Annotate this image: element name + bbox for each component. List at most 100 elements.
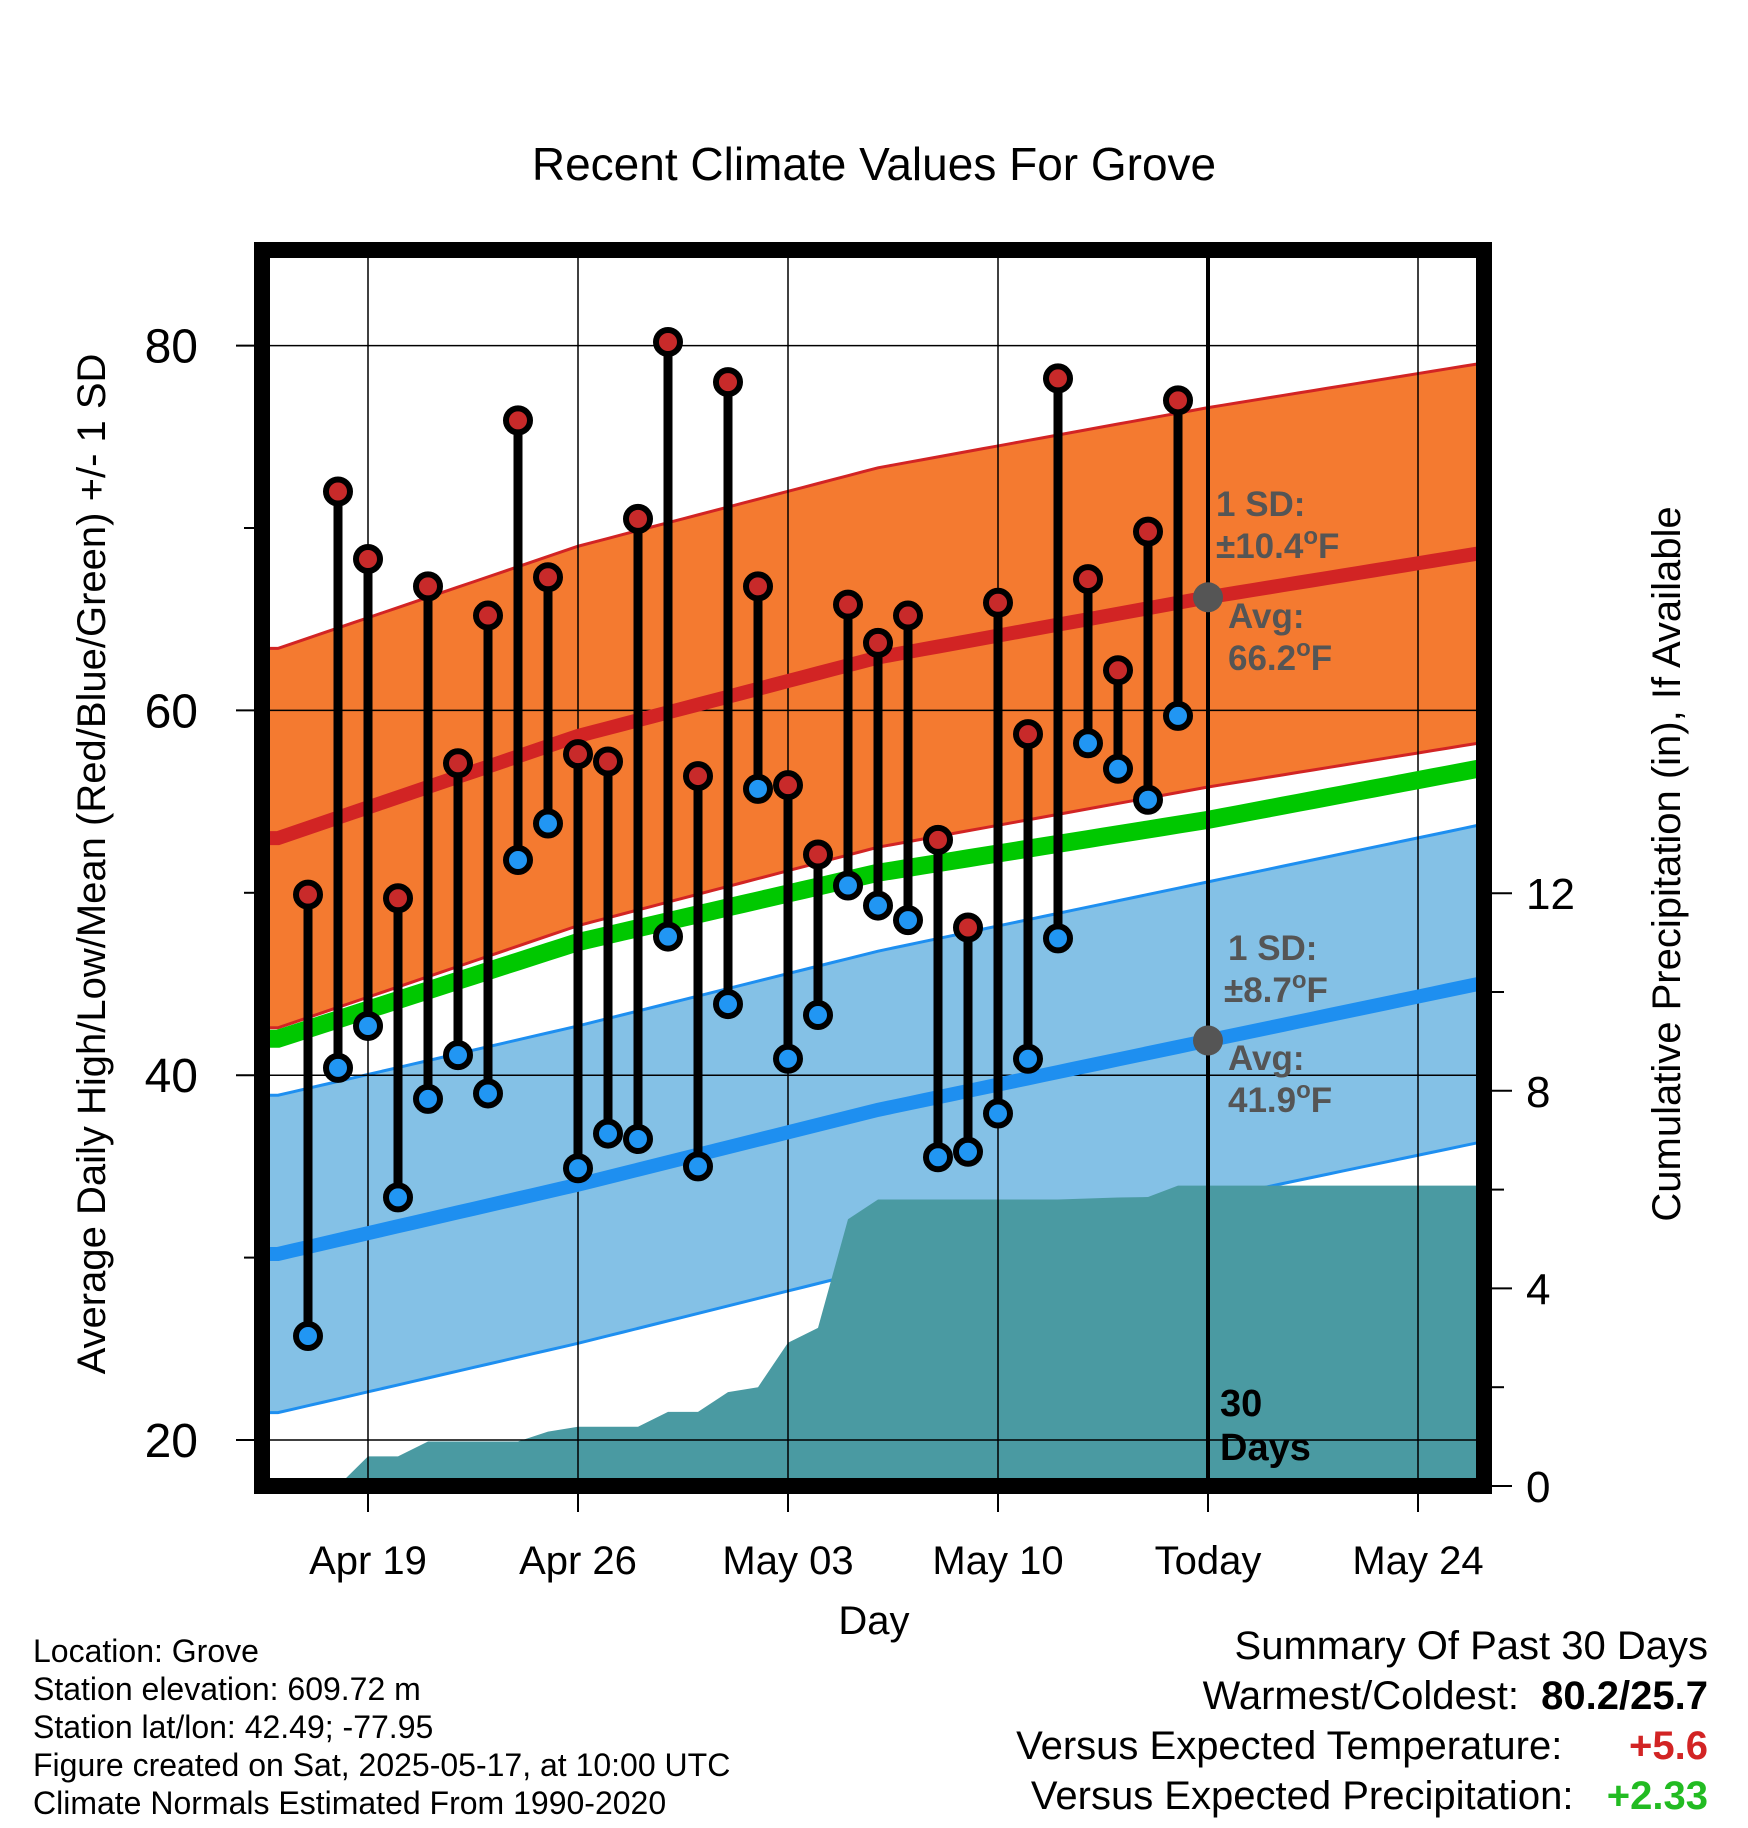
daily-high-point: [1043, 363, 1073, 394]
daily-high-point: [593, 746, 623, 777]
daily-high-point: [293, 879, 323, 910]
daily-low-point: [923, 1142, 953, 1173]
daily-low-point: [353, 1010, 383, 1041]
daily-high-point: [833, 589, 863, 620]
low-avg-label: Avg:: [1228, 1039, 1304, 1078]
warm-cold-label: Warmest/Coldest:: [1202, 1674, 1519, 1718]
daily-low-point: [803, 1000, 833, 1031]
daily-high-point: [983, 587, 1013, 618]
low-sd-label: 1 SD:: [1228, 929, 1317, 968]
summary-temp: Versus Expected Temperature: +5.6: [1016, 1721, 1708, 1771]
daily-low-point: [293, 1321, 323, 1352]
daily-high-point: [383, 883, 413, 914]
temp-anomaly-value: +5.6: [1629, 1724, 1708, 1768]
high-sd-label: 1 SD:: [1216, 485, 1305, 524]
summary-panel: Summary Of Past 30 Days Warmest/Coldest:…: [1016, 1621, 1708, 1821]
daily-low-point: [893, 905, 923, 936]
daily-low-point: [683, 1151, 713, 1182]
daily-low-point: [953, 1136, 983, 1167]
summary-precip: Versus Expected Precipitation: +2.33: [1016, 1771, 1708, 1821]
daily-low-point: [383, 1182, 413, 1213]
daily-low-point: [593, 1118, 623, 1149]
y-right-tick-label: 4: [1526, 1265, 1550, 1314]
precip-anomaly-value: +2.33: [1606, 1774, 1708, 1818]
daily-low-point: [623, 1124, 653, 1155]
daily-low-point: [413, 1083, 443, 1114]
daily-low-point: [653, 921, 683, 952]
low-avg-value: 41.9oF: [1228, 1077, 1332, 1120]
temp-label: Versus Expected Temperature:: [1016, 1724, 1563, 1768]
daily-high-point: [683, 761, 713, 792]
daily-low-point: [563, 1153, 593, 1184]
low-avg-today-dot: [1193, 1025, 1223, 1056]
high-sd-value: ±10.4oF: [1216, 523, 1339, 566]
daily-high-point: [1013, 719, 1043, 750]
low-sd-value: ±8.7oF: [1224, 967, 1328, 1010]
y-left-tick-label: 40: [145, 1050, 198, 1103]
daily-high-point: [1163, 385, 1193, 416]
daily-low-point: [743, 773, 773, 804]
daily-high-point: [563, 739, 593, 770]
precip-label: Versus Expected Precipitation:: [1030, 1774, 1574, 1818]
y-axis-left-label: Average Daily High/Low/Mean (Red/Blue/Gr…: [70, 354, 114, 1375]
daily-low-point: [323, 1052, 353, 1083]
x-tick-label: Today: [1155, 1539, 1262, 1583]
daily-high-point: [743, 571, 773, 602]
daily-low-point: [833, 870, 863, 901]
daily-high-point: [1133, 516, 1163, 547]
y-left-tick-label: 20: [145, 1415, 198, 1468]
daily-high-point: [893, 600, 923, 631]
daily-low-point: [1073, 728, 1103, 759]
daily-high-point: [653, 326, 683, 357]
daily-low-point: [1133, 784, 1163, 815]
daily-low-point: [773, 1043, 803, 1074]
daily-high-point: [773, 770, 803, 801]
high-avg-label: Avg:: [1228, 597, 1304, 636]
y-right-tick-label: 0: [1526, 1463, 1550, 1512]
daily-high-point: [323, 476, 353, 507]
daily-high-point: [713, 367, 743, 398]
daily-low-point: [503, 844, 533, 875]
x-tick-label: May 10: [932, 1539, 1063, 1583]
daily-low-point: [1043, 923, 1073, 954]
summary-warm-cold: Warmest/Coldest: 80.2/25.7: [1016, 1671, 1708, 1721]
cumulative-precip-area: [308, 1185, 1484, 1486]
x-tick-label: May 24: [1352, 1539, 1483, 1583]
elevation-text: Station elevation: 609.72 m: [33, 1671, 421, 1707]
daily-high-point: [1073, 564, 1103, 595]
low-normal-line: [262, 977, 1484, 1261]
daily-high-point: [923, 824, 953, 855]
plot-frame: [254, 242, 1492, 1494]
chart-title: Recent Climate Values For Grove: [532, 138, 1216, 190]
high-avg-today-dot: [1193, 582, 1223, 613]
daily-low-point: [473, 1078, 503, 1109]
location-text: Location: Grove: [33, 1633, 259, 1669]
daily-low-point: [1163, 700, 1193, 731]
x-tick-label: Apr 26: [519, 1539, 637, 1583]
y-right-tick-label: 8: [1526, 1068, 1550, 1117]
y-axis-right-label: Cumulative Precipitation (in), If Availa…: [1645, 506, 1689, 1221]
x-tick-label: May 03: [722, 1539, 853, 1583]
daily-high-point: [953, 912, 983, 943]
today-marker-label: 30 Days: [1220, 1383, 1311, 1469]
daily-high-point: [1103, 655, 1133, 686]
x-tick-label: Apr 19: [309, 1539, 427, 1583]
summary-title: Summary Of Past 30 Days: [1234, 1624, 1708, 1668]
high-band-upper-edge: [262, 362, 1484, 650]
daily-low-point: [713, 989, 743, 1020]
daily-high-point: [623, 503, 653, 534]
daily-high-point: [473, 600, 503, 631]
daily-high-point: [803, 839, 833, 870]
y-left-tick-label: 60: [145, 685, 198, 738]
warm-cold-value: 80.2/25.7: [1541, 1674, 1708, 1718]
daily-high-point: [533, 562, 563, 593]
daily-low-point: [443, 1040, 473, 1071]
daily-low-point: [1013, 1043, 1043, 1074]
daily-high-point: [863, 627, 893, 658]
latlon-text: Station lat/lon: 42.49; -77.95: [33, 1709, 434, 1745]
high-avg-value: 66.2oF: [1228, 635, 1332, 678]
low-sd-band: [262, 825, 1484, 1413]
created-text: Figure created on Sat, 2025-05-17, at 10…: [33, 1747, 731, 1783]
daily-low-point: [863, 890, 893, 921]
